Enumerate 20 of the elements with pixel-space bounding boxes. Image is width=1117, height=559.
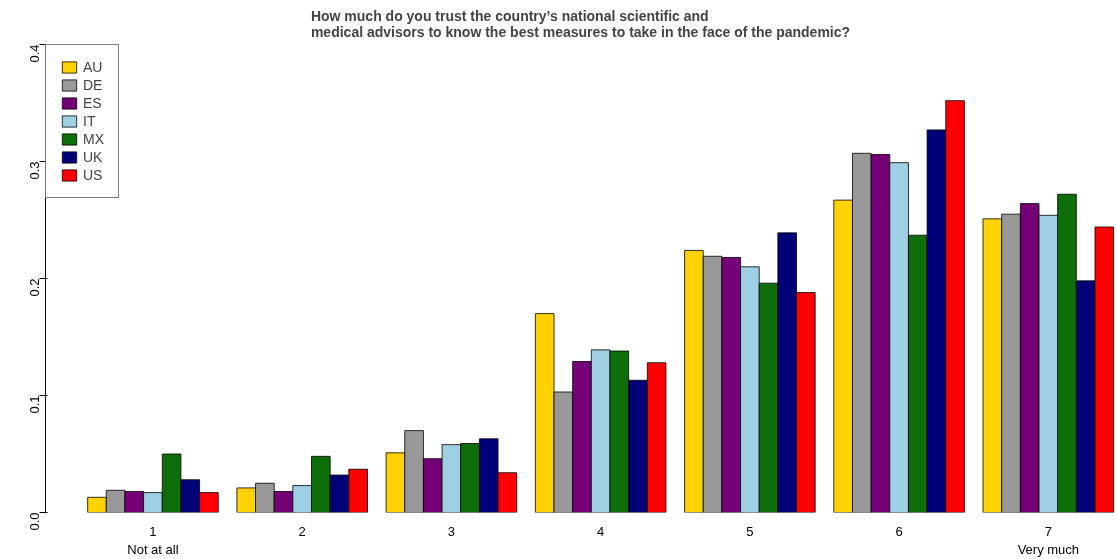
x-tick-label: 7 Very much [1017, 523, 1080, 557]
legend-label: MX [83, 131, 104, 147]
x-tick-label: 3 [447, 523, 456, 539]
legend-label: IT [83, 113, 97, 129]
legend-label: AU [83, 59, 103, 75]
y-tick-label: 0.3 [27, 161, 42, 180]
y-tick-label: 0.0 [27, 512, 42, 531]
y-tick-label: 0.2 [27, 278, 42, 297]
x-tick-label: 2 [298, 523, 306, 539]
chart-title: How much do you trust the country’s national scientific and medical advisors to know the best measures to take in the face of the pandemic? [310, 7, 851, 40]
y-tick-label: 0.4 [27, 44, 42, 63]
legend-label: DE [83, 77, 103, 93]
x-tick-label: 6 [895, 523, 903, 539]
legend-label: ES [83, 95, 103, 111]
legend-label: US [83, 167, 103, 183]
y-tick-label: 0.1 [27, 395, 42, 414]
x-tick-label: 4 [597, 523, 605, 539]
x-tick-label: 1 Not at all [127, 523, 179, 557]
legend-label: UK [83, 149, 103, 165]
x-tick-label: 5 [746, 523, 754, 539]
